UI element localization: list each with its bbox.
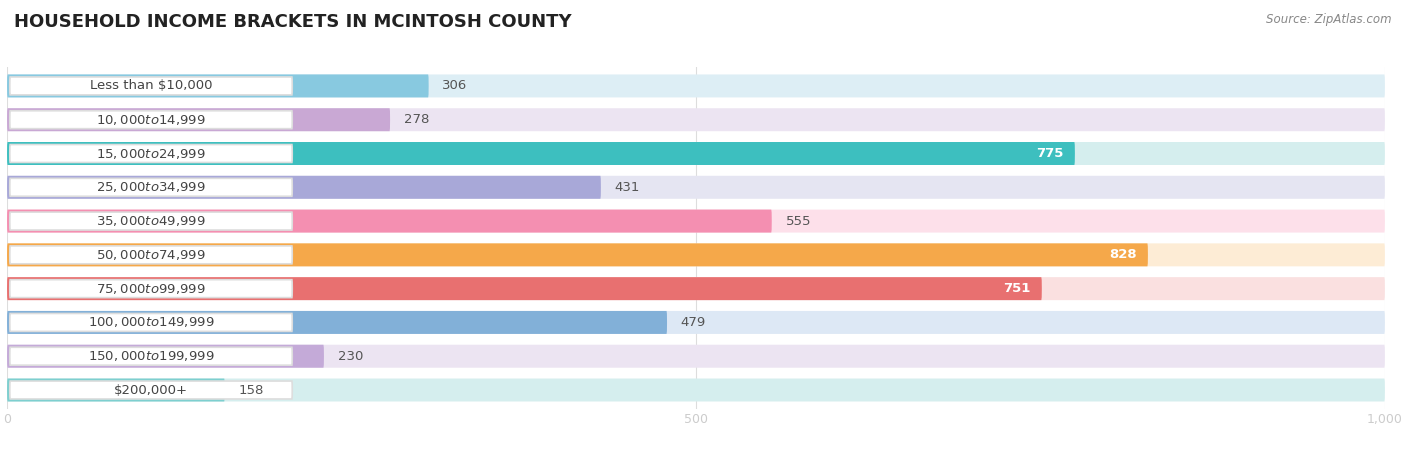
FancyBboxPatch shape <box>7 345 323 368</box>
Text: $75,000 to $99,999: $75,000 to $99,999 <box>96 282 205 295</box>
Text: 306: 306 <box>443 79 468 92</box>
Text: HOUSEHOLD INCOME BRACKETS IN MCINTOSH COUNTY: HOUSEHOLD INCOME BRACKETS IN MCINTOSH CO… <box>14 13 572 31</box>
Text: 775: 775 <box>1036 147 1064 160</box>
FancyBboxPatch shape <box>7 379 1385 401</box>
Text: 828: 828 <box>1109 248 1137 261</box>
FancyBboxPatch shape <box>7 176 600 199</box>
FancyBboxPatch shape <box>10 246 292 264</box>
FancyBboxPatch shape <box>7 243 1147 266</box>
Text: $10,000 to $14,999: $10,000 to $14,999 <box>96 113 205 127</box>
FancyBboxPatch shape <box>10 381 292 399</box>
FancyBboxPatch shape <box>7 311 666 334</box>
Text: $15,000 to $24,999: $15,000 to $24,999 <box>96 146 205 160</box>
Text: 555: 555 <box>786 215 811 228</box>
FancyBboxPatch shape <box>7 277 1385 300</box>
Text: Less than $10,000: Less than $10,000 <box>90 79 212 92</box>
Text: Source: ZipAtlas.com: Source: ZipAtlas.com <box>1267 13 1392 26</box>
FancyBboxPatch shape <box>7 243 1385 266</box>
FancyBboxPatch shape <box>7 142 1076 165</box>
Text: 158: 158 <box>239 383 264 396</box>
Text: 278: 278 <box>404 113 429 126</box>
FancyBboxPatch shape <box>7 108 1385 131</box>
Text: $50,000 to $74,999: $50,000 to $74,999 <box>96 248 205 262</box>
Text: 479: 479 <box>681 316 706 329</box>
FancyBboxPatch shape <box>10 347 292 365</box>
FancyBboxPatch shape <box>7 345 1385 368</box>
FancyBboxPatch shape <box>7 75 1385 97</box>
Text: 230: 230 <box>337 350 363 363</box>
Text: $25,000 to $34,999: $25,000 to $34,999 <box>96 180 205 194</box>
FancyBboxPatch shape <box>10 280 292 298</box>
FancyBboxPatch shape <box>7 142 1385 165</box>
FancyBboxPatch shape <box>7 210 772 233</box>
FancyBboxPatch shape <box>10 145 292 163</box>
Text: $35,000 to $49,999: $35,000 to $49,999 <box>96 214 205 228</box>
FancyBboxPatch shape <box>7 75 429 97</box>
FancyBboxPatch shape <box>7 379 225 401</box>
FancyBboxPatch shape <box>7 176 1385 199</box>
Text: $100,000 to $149,999: $100,000 to $149,999 <box>87 316 214 330</box>
FancyBboxPatch shape <box>10 111 292 129</box>
FancyBboxPatch shape <box>7 108 389 131</box>
Text: $200,000+: $200,000+ <box>114 383 188 396</box>
Text: 431: 431 <box>614 181 640 194</box>
Text: $150,000 to $199,999: $150,000 to $199,999 <box>87 349 214 363</box>
FancyBboxPatch shape <box>7 277 1042 300</box>
FancyBboxPatch shape <box>10 178 292 196</box>
Text: 751: 751 <box>1004 282 1031 295</box>
FancyBboxPatch shape <box>7 210 1385 233</box>
FancyBboxPatch shape <box>10 77 292 95</box>
FancyBboxPatch shape <box>7 311 1385 334</box>
FancyBboxPatch shape <box>10 212 292 230</box>
FancyBboxPatch shape <box>10 313 292 331</box>
